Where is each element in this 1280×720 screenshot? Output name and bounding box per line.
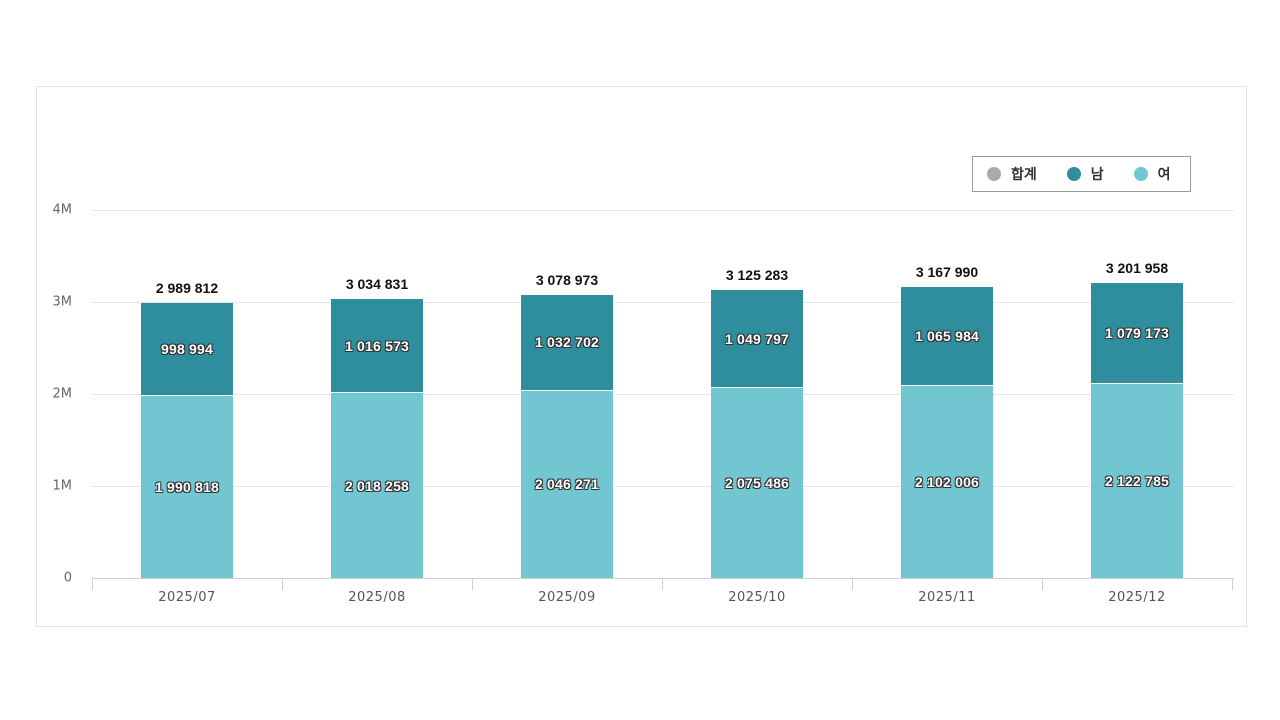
- y-tick-label: 4M: [52, 202, 73, 218]
- bar-female[interactable]: 2 102 006: [901, 384, 993, 578]
- gridline: [92, 486, 1234, 487]
- bar-value-label: 2 046 271: [534, 476, 600, 493]
- bar-female[interactable]: 1 990 818: [141, 394, 233, 578]
- bar-value-label: 2 102 006: [914, 473, 980, 490]
- bar-male[interactable]: 1 049 797: [711, 290, 803, 388]
- gridline: [92, 302, 1234, 303]
- circle-icon: [1133, 167, 1148, 181]
- bar-value-label: 1 032 702: [534, 334, 600, 351]
- bar-male[interactable]: 1 032 702: [521, 294, 613, 390]
- bar-value-label: 1 079 173: [1104, 325, 1170, 342]
- x-tick-label: 2025/10: [728, 590, 786, 605]
- bar-female[interactable]: 2 046 271: [521, 389, 613, 578]
- bar-female[interactable]: 2 122 785: [1091, 382, 1183, 578]
- legend-label: 남: [1090, 167, 1104, 183]
- y-tick-label: 3M: [52, 294, 73, 310]
- x-tick-mark: [1232, 578, 1233, 590]
- gridline: [92, 210, 1234, 211]
- x-tick-label: 2025/07: [158, 590, 216, 605]
- x-tick-mark: [662, 578, 663, 590]
- bar-female[interactable]: 2 075 486: [711, 387, 803, 578]
- bar-value-label: 1 016 573: [344, 337, 410, 354]
- bar-male[interactable]: 1 079 173: [1091, 283, 1183, 383]
- bar-value-label: 1 065 984: [914, 327, 980, 344]
- bar-male[interactable]: 1 065 984: [901, 286, 993, 385]
- bar-value-label: 2 018 258: [344, 477, 410, 494]
- x-tick-mark: [472, 578, 473, 590]
- legend: 합계 남 여: [972, 156, 1191, 192]
- total-value-label: 2 989 812: [155, 279, 219, 296]
- bar-female[interactable]: 2 018 258: [331, 392, 423, 578]
- legend-label: 합계: [1011, 167, 1037, 183]
- y-tick-label: 2M: [52, 386, 73, 402]
- x-tick-label: 2025/11: [918, 590, 976, 605]
- y-tick-label: 0: [63, 570, 72, 586]
- bar-male[interactable]: 998 994: [141, 302, 233, 395]
- bar-male[interactable]: 1 016 573: [331, 298, 423, 393]
- total-value-label: 3 201 958: [1105, 260, 1169, 277]
- bar-value-label: 1 990 818: [154, 478, 220, 495]
- total-value-label: 3 167 990: [915, 263, 979, 280]
- x-tick-mark: [1042, 578, 1043, 590]
- plot-area: [92, 210, 1234, 578]
- total-value-label: 3 125 283: [725, 267, 789, 284]
- y-tick-label: 1M: [52, 478, 73, 494]
- bar-value-label: 998 994: [160, 340, 213, 357]
- x-tick-mark: [92, 578, 93, 590]
- x-tick-mark: [282, 578, 283, 590]
- x-tick-mark: [852, 578, 853, 590]
- x-tick-label: 2025/08: [348, 590, 406, 605]
- total-value-label: 3 034 831: [345, 275, 409, 292]
- legend-label: 여: [1157, 167, 1171, 183]
- x-tick-label: 2025/12: [1108, 590, 1166, 605]
- total-value-label: 3 078 973: [535, 271, 599, 288]
- bar-value-label: 1 049 797: [724, 330, 790, 347]
- bar-value-label: 2 122 785: [1104, 472, 1170, 489]
- circle-icon: [987, 167, 1001, 181]
- circle-icon: [1066, 167, 1081, 181]
- legend-item-male[interactable]: 남: [1066, 164, 1104, 184]
- x-axis-line: [92, 578, 1234, 579]
- bar-value-label: 2 075 486: [724, 475, 790, 492]
- legend-item-total[interactable]: 합계: [987, 164, 1037, 184]
- legend-item-female[interactable]: 여: [1133, 164, 1171, 184]
- x-tick-label: 2025/09: [538, 590, 596, 605]
- gridline: [92, 394, 1234, 395]
